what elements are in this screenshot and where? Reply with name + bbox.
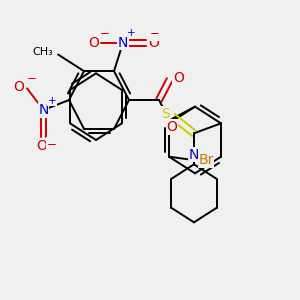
Text: −: −: [150, 27, 160, 40]
Text: +: +: [48, 96, 56, 106]
Text: N: N: [38, 103, 49, 117]
Text: O: O: [167, 120, 177, 134]
Text: N: N: [118, 36, 128, 50]
Text: −: −: [27, 72, 36, 85]
Text: O: O: [88, 36, 99, 50]
Text: O: O: [173, 71, 184, 85]
Text: −: −: [47, 138, 57, 151]
Text: Br: Br: [198, 153, 214, 167]
Text: O: O: [148, 36, 159, 50]
Text: S: S: [160, 107, 169, 121]
Text: O: O: [37, 139, 47, 153]
Text: −: −: [100, 27, 110, 40]
Text: CH₃: CH₃: [33, 47, 53, 57]
Text: O: O: [14, 80, 25, 94]
Text: +: +: [127, 28, 136, 38]
Text: N: N: [189, 148, 199, 162]
